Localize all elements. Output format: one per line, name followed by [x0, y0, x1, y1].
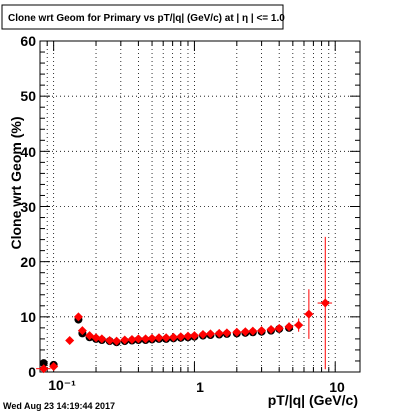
- red-point-23: [214, 328, 224, 338]
- x-tick-labels: 10⁻¹ 1 10: [48, 377, 345, 395]
- y-axis-label: Clone wrt Geom (%): [8, 116, 24, 249]
- y-tick-label-30: 30: [20, 199, 36, 215]
- red-point-14: [147, 333, 157, 343]
- y-tick-label-0: 0: [28, 364, 36, 380]
- red-point-17: [168, 332, 178, 342]
- black-point-0: [39, 359, 48, 368]
- y-tick-label-40: 40: [20, 144, 36, 160]
- red-point-15: [154, 333, 164, 343]
- red-point-34: [320, 298, 330, 308]
- red-point-2: [65, 336, 75, 346]
- y-tick-label-10: 10: [20, 309, 36, 325]
- red-point-7: [97, 334, 107, 344]
- axis-ticks: [39, 40, 360, 373]
- x-axis-label: pT/|q| (GeV/c): [268, 392, 358, 408]
- red-point-18: [176, 332, 186, 342]
- red-point-9: [112, 336, 122, 346]
- y-tick-label-50: 50: [20, 88, 36, 104]
- chart-title: Clone wrt Geom for Primary vs pT/|q| (Ge…: [8, 13, 285, 24]
- x-tick-label-0.1: 10⁻¹: [48, 377, 76, 393]
- red-point-6: [91, 333, 101, 343]
- x-tick-label-10: 10: [329, 379, 345, 395]
- y-tick-labels: 0 10 20 30 40 50 60: [20, 33, 36, 380]
- red-point-10: [120, 335, 130, 345]
- timestamp: Wed Aug 23 14:19:44 2017: [3, 401, 115, 411]
- red-point-8: [105, 336, 115, 346]
- red-point-0: [39, 364, 49, 374]
- grid: [39, 41, 360, 372]
- red-point-27: [248, 326, 258, 336]
- red-point-12: [133, 334, 143, 344]
- y-tick-label-20: 20: [20, 254, 36, 270]
- red-point-24: [222, 328, 232, 338]
- red-point-3: [73, 312, 83, 322]
- red-point-16: [161, 333, 171, 343]
- data-marks: [36, 236, 333, 374]
- red-point-33: [304, 309, 314, 319]
- red-point-22: [205, 329, 215, 339]
- red-point-13: [141, 334, 151, 344]
- red-point-21: [198, 329, 208, 339]
- red-point-29: [266, 325, 276, 335]
- title-box-frame: [1, 4, 284, 30]
- red-point-4: [77, 326, 87, 336]
- red-point-20: [189, 331, 199, 341]
- red-point-1: [49, 361, 59, 371]
- red-point-30: [274, 323, 284, 333]
- y-tick-label-60: 60: [20, 33, 36, 49]
- title-box: Clone wrt Geom for Primary vs pT/|q| (Ge…: [1, 4, 285, 30]
- red-point-26: [240, 327, 250, 337]
- red-point-32: [294, 320, 304, 330]
- red-point-19: [183, 331, 193, 341]
- x-tick-label-1: 1: [196, 379, 204, 395]
- red-point-25: [232, 327, 242, 337]
- red-point-31: [284, 322, 294, 332]
- red-point-28: [257, 326, 267, 336]
- red-point-11: [127, 334, 137, 344]
